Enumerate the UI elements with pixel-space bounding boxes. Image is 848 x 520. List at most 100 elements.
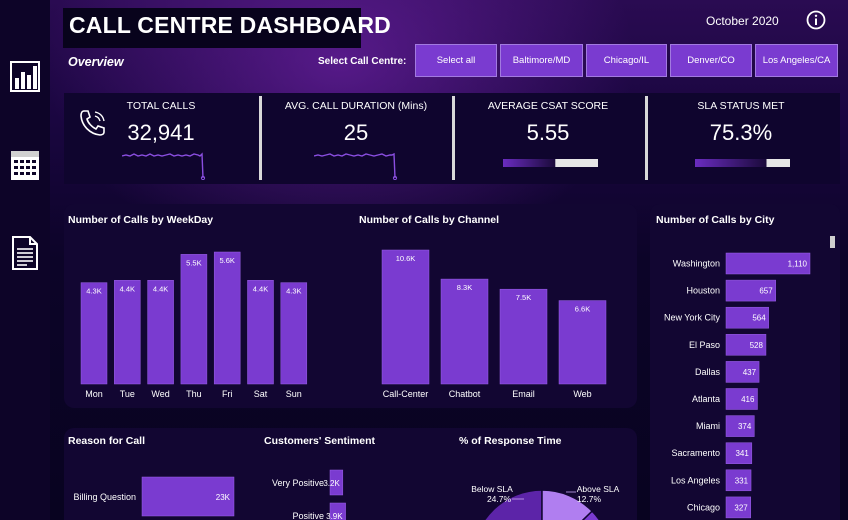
city-data-label: 374 bbox=[738, 422, 752, 431]
document-icon[interactable] bbox=[10, 236, 40, 270]
channel-bar bbox=[440, 278, 489, 385]
city-data-label: 416 bbox=[741, 395, 755, 404]
response-slice bbox=[581, 510, 601, 520]
weekday-bar bbox=[213, 251, 241, 385]
csat-gauge bbox=[503, 159, 598, 167]
city-bar bbox=[725, 496, 751, 519]
city-tick-label: Dallas bbox=[695, 367, 721, 377]
city-tick-label: Houston bbox=[686, 286, 720, 296]
kpi-sla-value: 75.3% bbox=[709, 120, 773, 145]
weekday-tick-label: Sat bbox=[254, 389, 268, 399]
city-bar bbox=[725, 306, 769, 329]
reason-tick-label: Billing Question bbox=[73, 492, 136, 502]
city-chart-title: Number of Calls by City bbox=[656, 214, 775, 226]
reason-data-label: 23K bbox=[216, 493, 231, 502]
city-data-label: 657 bbox=[759, 287, 773, 296]
response-time-chart-title: % of Response Time bbox=[459, 435, 562, 447]
kpi-total-calls-value: 32,941 bbox=[127, 120, 195, 145]
sentiment-tick-label: Positive bbox=[292, 511, 324, 520]
weekday-data-label: 4.4K bbox=[153, 284, 168, 293]
channel-tick-label: Chatbot bbox=[449, 389, 481, 399]
city-data-label: 437 bbox=[743, 368, 757, 377]
slicer-select-all[interactable]: Select all bbox=[415, 44, 497, 77]
weekday-bar bbox=[114, 280, 141, 385]
city-bar bbox=[725, 388, 758, 410]
channel-bar bbox=[558, 300, 607, 385]
city-bar bbox=[725, 442, 753, 464]
page-title: CALL CENTRE DASHBOARD bbox=[69, 12, 391, 38]
channel-bar bbox=[499, 288, 548, 385]
weekday-data-label: 4.3K bbox=[286, 287, 301, 296]
kpi-divider bbox=[452, 96, 455, 180]
city-tick-label: Washington bbox=[673, 259, 720, 269]
select-call-centre-label: Select Call Centre: bbox=[318, 56, 407, 67]
city-bar bbox=[725, 415, 755, 437]
reason-chart-title: Reason for Call bbox=[68, 435, 146, 447]
weekday-bar bbox=[80, 282, 108, 385]
channel-tick-label: Call-Center bbox=[383, 389, 429, 399]
city-data-label: 341 bbox=[735, 449, 749, 458]
response-slice-value: 24.7% bbox=[487, 494, 512, 504]
city-data-label: 331 bbox=[735, 476, 749, 485]
city-scrollbar[interactable] bbox=[830, 236, 835, 248]
title-box bbox=[63, 8, 361, 48]
sentiment-chart-title: Customers' Sentiment bbox=[264, 435, 376, 447]
weekday-data-label: 4.4K bbox=[120, 284, 135, 293]
response-slice-value: 12.7% bbox=[577, 494, 602, 504]
channel-data-label: 8.3K bbox=[457, 283, 472, 292]
channel-tick-label: Web bbox=[573, 389, 591, 399]
city-bar bbox=[725, 334, 767, 356]
slicer-chicago[interactable]: Chicago/IL bbox=[586, 44, 667, 77]
city-data-label: 327 bbox=[734, 503, 748, 512]
kpi-divider bbox=[259, 96, 262, 180]
kpi-divider bbox=[645, 96, 648, 180]
city-tick-label: El Paso bbox=[689, 340, 720, 350]
slicer-denver[interactable]: Denver/CO bbox=[670, 44, 752, 77]
weekday-tick-label: Fri bbox=[222, 389, 233, 399]
reason-bar bbox=[141, 476, 235, 517]
weekday-data-label: 5.6K bbox=[219, 256, 234, 265]
weekday-bar bbox=[280, 282, 308, 385]
city-bar bbox=[725, 252, 811, 275]
weekday-tick-label: Tue bbox=[120, 389, 135, 399]
city-tick-label: Miami bbox=[696, 421, 720, 431]
report-date: October 2020 bbox=[706, 14, 779, 28]
calendar-icon[interactable] bbox=[10, 149, 40, 181]
kpi-avg-duration-value: 25 bbox=[343, 120, 369, 145]
city-data-label: 528 bbox=[750, 341, 764, 350]
city-tick-label: Chicago bbox=[687, 502, 720, 512]
city-tick-label: Atlanta bbox=[692, 394, 720, 404]
weekday-chart-title: Number of Calls by WeekDay bbox=[68, 214, 214, 226]
sla-gauge bbox=[695, 159, 790, 167]
channel-bar bbox=[381, 249, 430, 385]
response-slice-label: Below SLA bbox=[471, 484, 513, 494]
info-icon[interactable] bbox=[806, 10, 826, 30]
city-bar bbox=[725, 279, 776, 302]
slicer-baltimore[interactable]: Baltimore/MD bbox=[500, 44, 583, 77]
weekday-data-label: 5.5K bbox=[186, 258, 201, 267]
weekday-bar bbox=[247, 280, 274, 385]
sentiment-data-label: 3.2K bbox=[323, 479, 340, 488]
weekday-tick-label: Sun bbox=[286, 389, 302, 399]
channel-data-label: 7.5K bbox=[516, 293, 531, 302]
kpi-csat-value: 5.55 bbox=[526, 120, 570, 145]
city-tick-label: New York City bbox=[664, 313, 721, 323]
sentiment-tick-label: Very Positive bbox=[272, 478, 324, 488]
bar-chart-icon[interactable] bbox=[10, 60, 40, 92]
city-data-label: 564 bbox=[752, 314, 766, 323]
avg-duration-sparkline bbox=[314, 152, 398, 180]
channel-data-label: 10.6K bbox=[396, 254, 416, 263]
city-bar bbox=[725, 469, 752, 492]
city-bar bbox=[725, 361, 760, 383]
slicer-los-angeles[interactable]: Los Angeles/CA bbox=[755, 44, 838, 77]
sentiment-bar bbox=[329, 469, 344, 496]
weekday-data-label: 4.4K bbox=[253, 284, 268, 293]
kpi-total-calls-label: TOTAL CALLS bbox=[126, 100, 196, 112]
sentiment-data-label: 3.9K bbox=[326, 512, 343, 520]
response-slice-label: Above SLA bbox=[577, 484, 620, 494]
city-data-label: 1,110 bbox=[788, 260, 808, 269]
sidebar bbox=[0, 0, 50, 520]
gauge-fill bbox=[695, 159, 767, 167]
city-tick-label: Sacramento bbox=[671, 448, 720, 458]
